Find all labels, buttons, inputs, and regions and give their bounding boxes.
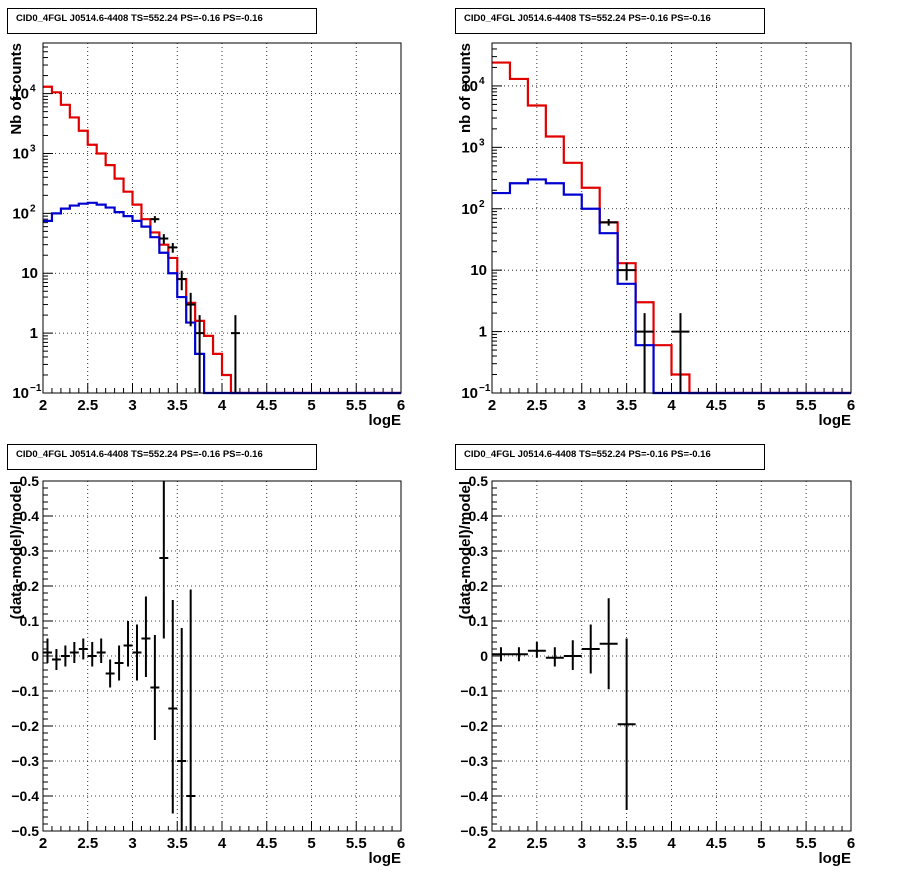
bottom-right-y-tick-label: −0.3 [460, 753, 488, 769]
bottom-right-x-tick-label: 3.5 [616, 835, 637, 852]
bottom-left-y-tick-label: −0.5 [11, 823, 39, 839]
top-right-x-tick-label: 2 [488, 397, 496, 414]
bottom-right-x-tick-label: 5 [757, 835, 765, 852]
top-right-x-tick-label: 4.5 [706, 397, 727, 414]
bottom-right-x-tick-label: 6 [847, 835, 855, 852]
title-bottom-right: CID0_4FGL J0514.6-4408 TS=552.24 PS=-0.1… [455, 444, 765, 470]
top-right-y-tick-label: 10 [461, 201, 478, 218]
top-right-plot-frame [491, 42, 852, 394]
bottom-right-x-tick-label: 2.5 [526, 835, 547, 852]
top-left-y-tick-label: 1 [30, 325, 38, 342]
bottom-right-x-axis-label: logE [819, 850, 852, 867]
top-left-plot-frame [42, 42, 402, 394]
bottom-left-y-tick-label: −0.2 [11, 718, 39, 734]
top-left-x-tick-label: 2 [39, 397, 47, 414]
top-right-y-tick-label: 10 [470, 262, 487, 279]
top-left-y-tick-label: 10 [12, 385, 29, 402]
bottom-left-y-tick-label: 0.2 [20, 578, 40, 594]
bottom-right-x-tick-label: 5.5 [796, 835, 817, 852]
bottom-left-x-tick-label: 2 [39, 835, 47, 852]
top-left-y-tick-exponent: 4 [30, 84, 36, 95]
top-left-x-tick-label: 4 [218, 397, 227, 414]
top-right-y-tick-exponent: −1 [479, 383, 491, 394]
top-right-y-tick-label: 1 [479, 324, 487, 341]
bottom-left-x-axis-label: logE [369, 850, 402, 867]
bottom-right-y-tick-label: −0.4 [460, 788, 488, 804]
top-right-x-tick-label: 4 [667, 397, 676, 414]
bottom-right-y-tick-label: 0.2 [469, 578, 489, 594]
bottom-right-y-tick-label: −0.5 [460, 823, 488, 839]
bottom-left-x-tick-label: 3.5 [167, 835, 188, 852]
bottom-left-x-tick-label: 5 [307, 835, 315, 852]
top-right-x-tick-label: 3 [578, 397, 586, 414]
top-left-x-tick-label: 6 [397, 397, 405, 414]
top-left-x-tick-label: 3.5 [167, 397, 188, 414]
bottom-left-y-tick-label: −0.4 [11, 788, 39, 804]
bottom-left-y-tick-label: 0 [31, 648, 39, 664]
top-right-y-axis-label: nb of counts [457, 43, 474, 133]
bottom-left-y-tick-label: 0.1 [20, 613, 40, 629]
bottom-left-y-tick-label: 0.5 [20, 473, 40, 489]
bottom-left-y-tick-label: −0.1 [11, 683, 39, 699]
bottom-left-x-tick-label: 3 [128, 835, 136, 852]
top-right-x-tick-label: 6 [847, 397, 855, 414]
top-left-x-tick-label: 3 [128, 397, 136, 414]
bottom-left-x-tick-label: 6 [397, 835, 405, 852]
bottom-right-plot-frame [491, 480, 852, 832]
title-top-left: CID0_4FGL J0514.6-4408 TS=552.24 PS=-0.1… [7, 8, 317, 34]
top-left-y-tick-label: 10 [12, 145, 29, 162]
bottom-right-y-tick-label: 0.4 [469, 508, 489, 524]
top-left-y-tick-label: 10 [12, 205, 29, 222]
top-right-y-tick-exponent: 4 [479, 76, 485, 87]
top-left-x-tick-label: 5.5 [346, 397, 367, 414]
top-right-x-axis-label: logE [819, 412, 852, 429]
top-left-x-tick-label: 2.5 [77, 397, 98, 414]
top-right-y-tick-label: 10 [461, 139, 478, 156]
bottom-left-y-tick-label: 0.4 [20, 508, 40, 524]
top-left-x-axis-label: logE [369, 412, 402, 429]
bottom-right-y-tick-label: 0.5 [469, 473, 489, 489]
top-right-x-tick-label: 3.5 [616, 397, 637, 414]
top-left-y-tick-label: 10 [12, 86, 29, 103]
bottom-right-y-tick-label: 0.1 [469, 613, 489, 629]
bottom-left-x-tick-label: 2.5 [77, 835, 98, 852]
top-right-y-tick-exponent: 2 [479, 199, 485, 210]
bottom-right-x-tick-label: 4.5 [706, 835, 727, 852]
bottom-left-y-tick-label: 0.3 [20, 543, 40, 559]
top-right-x-tick-label: 5.5 [796, 397, 817, 414]
title-bottom-left: CID0_4FGL J0514.6-4408 TS=552.24 PS=-0.1… [7, 444, 317, 470]
bottom-right-y-tick-label: 0.3 [469, 543, 489, 559]
bottom-left-x-tick-label: 4.5 [256, 835, 277, 852]
top-left-y-tick-exponent: −1 [30, 383, 42, 394]
top-right-x-tick-label: 5 [757, 397, 765, 414]
top-left-y-tick-exponent: 3 [30, 143, 36, 154]
top-right-y-tick-label: 10 [461, 385, 478, 402]
top-left-y-axis-label: Nb of counts [8, 43, 25, 135]
bottom-right-y-axis-label: (data-model)/model [457, 481, 474, 619]
bottom-left-y-tick-label: −0.3 [11, 753, 39, 769]
bottom-right-y-tick-label: −0.2 [460, 718, 488, 734]
bottom-left-x-tick-label: 4 [218, 835, 227, 852]
bottom-left-x-tick-label: 5.5 [346, 835, 367, 852]
bottom-right-y-tick-label: −0.1 [460, 683, 488, 699]
top-left-x-tick-label: 5 [307, 397, 315, 414]
top-left-y-tick-label: 10 [21, 265, 38, 282]
top-right-x-tick-label: 2.5 [526, 397, 547, 414]
top-right-y-tick-label: 10 [461, 78, 478, 95]
top-left-y-tick-exponent: 2 [30, 203, 36, 214]
bottom-left-plot-frame [42, 480, 402, 832]
top-left-x-tick-label: 4.5 [256, 397, 277, 414]
bottom-right-x-tick-label: 2 [488, 835, 496, 852]
bottom-right-x-tick-label: 3 [578, 835, 586, 852]
bottom-right-y-tick-label: 0 [480, 648, 488, 664]
top-right-y-tick-exponent: 3 [479, 137, 485, 148]
title-top-right: CID0_4FGL J0514.6-4408 TS=552.24 PS=-0.1… [455, 8, 765, 34]
bottom-right-x-tick-label: 4 [667, 835, 676, 852]
bottom-left-y-axis-label: (data-model)/model [8, 481, 25, 619]
